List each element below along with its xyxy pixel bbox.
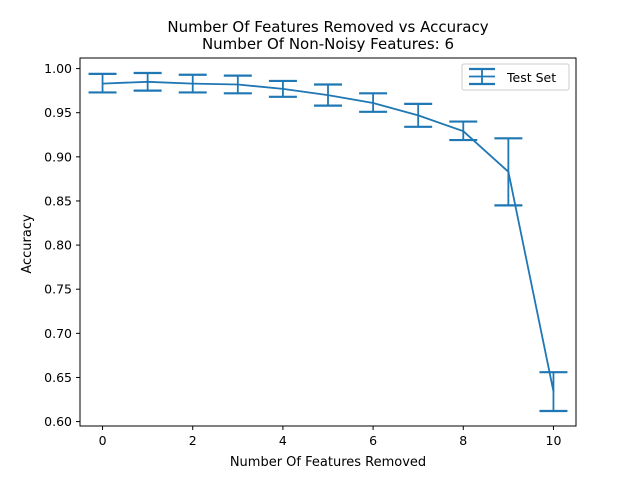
error-bar — [359, 92, 388, 113]
error-bar — [88, 72, 117, 94]
y-tick-label: 0.60 — [44, 414, 72, 429]
y-tick-label: 0.75 — [44, 282, 72, 297]
x-tick-label: 0 — [99, 433, 107, 448]
error-bar — [539, 371, 568, 413]
y-tick-label: 0.80 — [44, 238, 72, 253]
error-bar — [449, 120, 478, 142]
x-tick-label: 6 — [369, 433, 377, 448]
y-tick-label: 1.00 — [44, 61, 72, 76]
x-tick-label: 8 — [459, 433, 467, 448]
x-tick-label: 4 — [279, 433, 287, 448]
error-bar — [404, 102, 433, 128]
series-line — [102, 80, 555, 392]
chart-title: Number Of Features Removed vs Accuracy — [167, 18, 488, 36]
y-tick-label: 0.70 — [44, 326, 72, 341]
legend-label: Test Set — [506, 70, 556, 85]
y-tick-label: 0.85 — [44, 193, 72, 208]
plot-area — [88, 71, 568, 413]
legend: Test Set — [461, 63, 570, 91]
y-tick-label: 0.65 — [44, 370, 72, 385]
error-bar — [223, 74, 252, 95]
error-bar — [268, 79, 297, 98]
plot-frame — [79, 57, 577, 427]
error-bar — [494, 137, 523, 207]
x-tick-label: 10 — [546, 433, 562, 448]
y-tick-label: 0.90 — [44, 149, 72, 164]
error-bar — [314, 83, 342, 107]
y-axis-label: Accuracy — [20, 214, 35, 274]
error-bar — [133, 71, 162, 92]
legend-series-marker — [469, 67, 495, 86]
y-tick-label: 0.95 — [44, 105, 72, 120]
axes: 0 2 4 6 8 10 0.60 0.65 0.70 0.75 0.80 0.85 0.90 0.95 1… — [44, 57, 577, 448]
error-bar — [178, 73, 207, 94]
x-axis-label: Number Of Features Removed — [230, 455, 426, 470]
chart-subtitle: Number Of Non-Noisy Features: 6 — [202, 35, 454, 53]
x-tick-label: 2 — [189, 433, 197, 448]
